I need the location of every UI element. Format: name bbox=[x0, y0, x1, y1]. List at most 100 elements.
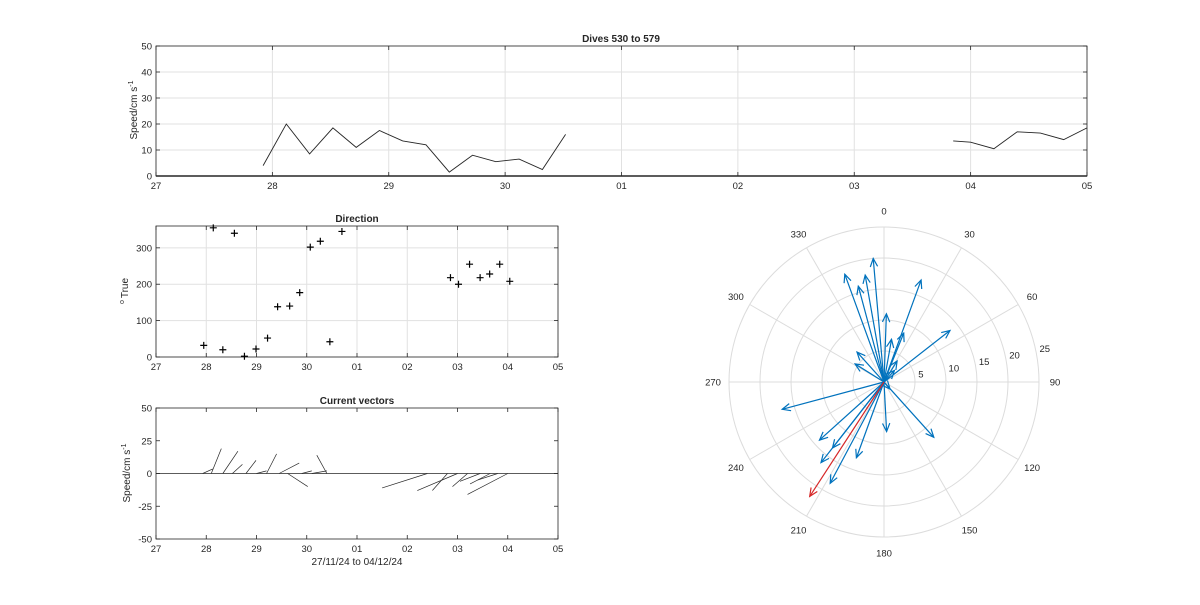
direction-xtick-label: 03 bbox=[452, 362, 463, 373]
compass-ring-label: 25 bbox=[1040, 344, 1051, 355]
vector-stick bbox=[278, 462, 300, 474]
direction-point-marker bbox=[506, 277, 514, 285]
speed-xtick-label: 01 bbox=[616, 181, 627, 192]
direction-xtick-label: 01 bbox=[352, 362, 363, 373]
vectors-xtick-label: 03 bbox=[452, 544, 463, 555]
compass-ring-label: 15 bbox=[979, 357, 990, 368]
speed-ytick-label: 30 bbox=[141, 94, 152, 105]
direction-xtick-label: 28 bbox=[201, 362, 212, 373]
vector-stick bbox=[245, 460, 257, 474]
compass-angle-label: 0 bbox=[881, 207, 886, 218]
direction-xtick-label: 30 bbox=[301, 362, 312, 373]
vectors-ytick-label: -50 bbox=[138, 535, 152, 546]
direction-point-marker bbox=[274, 303, 282, 311]
speed-xtick-label: 30 bbox=[500, 181, 511, 192]
direction-point-marker bbox=[338, 227, 346, 235]
vector-stick bbox=[417, 473, 458, 491]
vector-stick bbox=[477, 473, 498, 481]
direction-point-marker bbox=[486, 270, 494, 278]
compass-angle-label: 300 bbox=[728, 292, 744, 303]
vector-stick bbox=[467, 473, 508, 495]
compass-angle-label: 210 bbox=[791, 526, 807, 537]
compass-spoke bbox=[806, 381, 885, 517]
compass-angle-label: 180 bbox=[876, 549, 892, 560]
compass-angle-label: 120 bbox=[1024, 463, 1040, 474]
compass-vector-shaft bbox=[829, 381, 885, 484]
vector-stick bbox=[459, 473, 481, 482]
speed-xtick-label: 05 bbox=[1082, 181, 1093, 192]
compass-vector-shaft bbox=[883, 381, 888, 432]
vectors-panel: 27 28 29 30 01 02 03 04 05 -50 -25 0 25 50 Current vec… bbox=[121, 396, 563, 568]
direction-point-marker bbox=[200, 341, 208, 349]
compass-vector-head bbox=[853, 363, 865, 372]
vectors-title: Current vectors bbox=[320, 396, 395, 407]
compass-angle-label: 270 bbox=[705, 378, 721, 389]
direction-panel: 27 28 29 30 01 02 03 04 05 0 100 200 300 Direction oTr… bbox=[119, 214, 563, 373]
direction-point-marker bbox=[230, 229, 238, 237]
vector-stick bbox=[301, 470, 312, 474]
speed-series-line bbox=[262, 123, 566, 173]
compass-vector-shaft bbox=[883, 329, 951, 383]
speed-ylabel-text: Speed/cm s bbox=[129, 87, 140, 140]
vectors-ytick-label: 25 bbox=[141, 436, 152, 447]
direction-ytick-label: 0 bbox=[147, 353, 152, 364]
compass-spoke bbox=[749, 304, 885, 383]
compass-vector-shaft bbox=[883, 370, 895, 383]
direction-xtick-label: 27 bbox=[151, 362, 162, 373]
speed-ytick-label: 0 bbox=[147, 172, 152, 183]
compass-ring-label: 5 bbox=[918, 370, 923, 381]
vectors-xtick-label: 28 bbox=[201, 544, 212, 555]
speed-title: Dives 530 to 579 bbox=[582, 34, 660, 45]
compass-vector-shaft bbox=[883, 360, 898, 383]
vector-stick bbox=[287, 473, 308, 487]
vectors-xtick-label: 04 bbox=[502, 544, 513, 555]
compass-ring-label: 10 bbox=[949, 363, 960, 374]
direction-point-marker bbox=[496, 260, 504, 268]
compass-vector-head bbox=[856, 284, 865, 296]
direction-point-marker bbox=[316, 237, 324, 245]
vector-stick bbox=[452, 473, 468, 487]
direction-xtick-label: 04 bbox=[502, 362, 513, 373]
compass-angle-label: 60 bbox=[1027, 292, 1038, 303]
direction-point-marker bbox=[209, 224, 217, 232]
vectors-xtick-label: 30 bbox=[301, 544, 312, 555]
speed-xtick-label: 04 bbox=[965, 181, 976, 192]
compass-vector-head bbox=[818, 431, 829, 442]
speed-xtick-label: 03 bbox=[849, 181, 860, 192]
compass-vector-shaft bbox=[855, 381, 885, 458]
direction-point-marker bbox=[240, 352, 248, 360]
compass-vector-head bbox=[889, 359, 898, 370]
speed-ylabel-sup: -1 bbox=[128, 80, 135, 86]
vectors-ytick-label: -25 bbox=[138, 502, 152, 513]
direction-point-marker bbox=[446, 274, 454, 282]
compass-vector-head bbox=[869, 257, 879, 268]
compass-vector-head bbox=[941, 329, 952, 339]
direction-ylabel-sup: o bbox=[119, 300, 126, 304]
vector-stick bbox=[311, 470, 327, 474]
direction-ytick-label: 100 bbox=[136, 316, 152, 327]
compass-vector-head bbox=[856, 351, 866, 361]
compass-vector-head bbox=[925, 428, 935, 439]
compass-vector-head bbox=[914, 278, 923, 290]
compass-vector-shaft bbox=[872, 258, 885, 383]
compass-vector-shaft bbox=[856, 351, 885, 383]
direction-xtick-label: 05 bbox=[553, 362, 564, 373]
compass-ring-label: 20 bbox=[1009, 350, 1020, 361]
vectors-ytick-label: 50 bbox=[141, 404, 152, 415]
compass-vector-head bbox=[862, 273, 871, 285]
compass-spoke bbox=[883, 381, 1019, 460]
compass-vector-head bbox=[780, 403, 792, 412]
compass-angle-label: 150 bbox=[962, 526, 978, 537]
vectors-ylabel-sup: -1 bbox=[121, 443, 128, 449]
compass-vector-shaft bbox=[854, 363, 885, 383]
vector-stick bbox=[469, 473, 491, 485]
vector-stick bbox=[382, 473, 428, 489]
speed-ytick-label: 10 bbox=[141, 146, 152, 157]
vector-stick bbox=[432, 473, 448, 491]
compass-panel: 0 30 60 90 120 150 180 210 240 270 300 330 5 10 15 20 25 bbox=[705, 207, 1060, 560]
compass-vector-head bbox=[885, 369, 896, 380]
vectors-xtick-label: 05 bbox=[553, 544, 564, 555]
compass-vector-shaft bbox=[820, 381, 885, 463]
direction-point-marker bbox=[252, 345, 260, 353]
speed-xtick-label: 27 bbox=[151, 181, 162, 192]
